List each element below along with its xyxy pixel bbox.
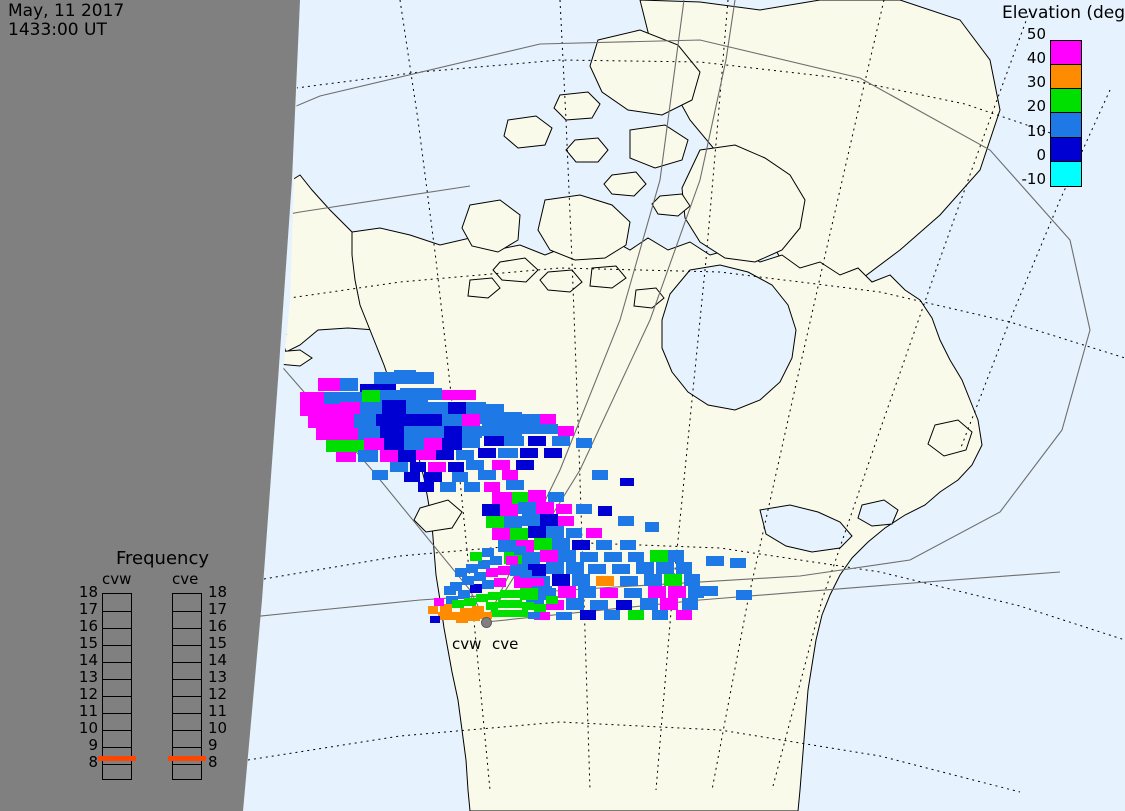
elevation-tick: 40 (1026, 49, 1046, 68)
freq-tick: 18 (78, 583, 98, 601)
colorbar-band (1051, 41, 1081, 66)
radar-label-cvw: cvw (452, 635, 482, 653)
graticule-group (247, 0, 1125, 793)
colorbar-band (1051, 137, 1081, 162)
frequency-scale-box-cvw (102, 593, 132, 780)
frequency-scale-box-cve (172, 593, 202, 780)
elevation-legend-title: Elevation (deg) (1002, 3, 1125, 23)
frequency-marker-cvw (98, 756, 136, 761)
freq-tick: 12 (208, 685, 228, 703)
elevation-tick: -10 (1021, 169, 1047, 188)
freq-tick: 12 (78, 685, 98, 703)
elevation-tick: 0 (1036, 145, 1046, 164)
vancouver-island (413, 499, 463, 533)
backscatter-cells (300, 370, 752, 623)
lon-line-4 (771, 9, 1031, 791)
radar-label-cve: cve (492, 635, 519, 653)
arctic-island-d (603, 171, 647, 197)
banks-island (461, 199, 521, 253)
elevation-legend: Elevation (deg) 50 40 30 20 10 0 -10 (1000, 0, 1125, 200)
baffin-island (681, 144, 806, 263)
freq-tick: 18 (208, 583, 228, 601)
elevation-colorbar (1050, 40, 1082, 187)
frequency-scale-labels-cvw: 18 17 16 15 14 13 12 11 10 9 8 (72, 584, 98, 771)
freq-tick: 13 (208, 668, 228, 686)
freq-tick: 9 (88, 736, 98, 754)
freq-tick: 8 (208, 753, 218, 771)
arctic-island-i (467, 277, 501, 299)
frequency-panel: Frequency cvw cve 18 17 16 15 14 13 12 1… (79, 548, 245, 788)
arctic-island-f (492, 257, 539, 283)
greenland (639, 0, 1001, 291)
arctic-island-b (553, 91, 601, 121)
frequency-column-label-cvw: cvw (102, 570, 132, 588)
freq-tick: 16 (78, 617, 98, 635)
lake-superior-east (857, 499, 899, 527)
frequency-marker-cve (168, 756, 206, 761)
fov-right-edge-a (485, 0, 685, 623)
great-lakes (759, 504, 853, 553)
freq-tick: 11 (78, 702, 98, 720)
freq-tick: 9 (208, 736, 218, 754)
lat-line-4 (247, 721, 1021, 793)
colorbar-band (1051, 89, 1081, 114)
landmass-group (243, 0, 1001, 811)
freq-tick: 15 (78, 634, 98, 652)
freq-tick: 14 (78, 651, 98, 669)
lon-line-5 (399, 0, 491, 791)
arctic-island-h (589, 265, 627, 289)
lat-line-2 (275, 267, 1125, 359)
freq-tick: 15 (208, 634, 228, 652)
arctic-island-c (565, 137, 609, 163)
colorbar-band (1051, 65, 1081, 90)
elevation-tick: 10 (1026, 121, 1046, 140)
freq-tick: 10 (78, 719, 98, 737)
newfoundland (927, 419, 973, 457)
victoria-island (537, 194, 631, 261)
freq-tick: 13 (78, 668, 98, 686)
lat-line-3 (257, 541, 1125, 641)
freq-tick: 14 (208, 651, 228, 669)
elevation-tick: 20 (1026, 97, 1046, 116)
colorbar-band (1051, 113, 1081, 138)
freq-tick: 11 (208, 702, 228, 720)
devon-island (629, 124, 689, 169)
arctic-island-a (503, 115, 553, 149)
ellesmere-island (589, 29, 701, 116)
frequency-column-label-cve: cve (172, 570, 199, 588)
freq-tick: 10 (208, 719, 228, 737)
timestamp-label: May, 11 2017 1433:00 UT (8, 1, 125, 40)
frequency-scale-labels-cve: 18 17 16 15 14 13 12 11 10 9 8 (208, 584, 234, 771)
beam-fan (428, 546, 558, 623)
arctic-island-e (651, 193, 691, 217)
radar-station-marker (481, 617, 492, 628)
fov-right-edge-b (485, 0, 736, 623)
fov-extra-arc-left (243, 185, 471, 271)
hudson-bay (661, 264, 797, 411)
frequency-panel-title: Frequency (116, 548, 209, 569)
elevation-tick-labels: 50 40 30 20 10 0 -10 (1000, 25, 1047, 197)
freq-tick: 16 (208, 617, 228, 635)
elevation-tick: 50 (1026, 25, 1046, 43)
elevation-tick: 30 (1026, 73, 1046, 92)
freq-tick: 8 (88, 753, 98, 771)
freq-tick: 17 (78, 600, 98, 618)
lon-line-3 (711, 0, 885, 791)
colorbar-band (1051, 161, 1081, 186)
lon-line-6 (959, 89, 1111, 451)
freq-tick: 17 (208, 600, 228, 618)
